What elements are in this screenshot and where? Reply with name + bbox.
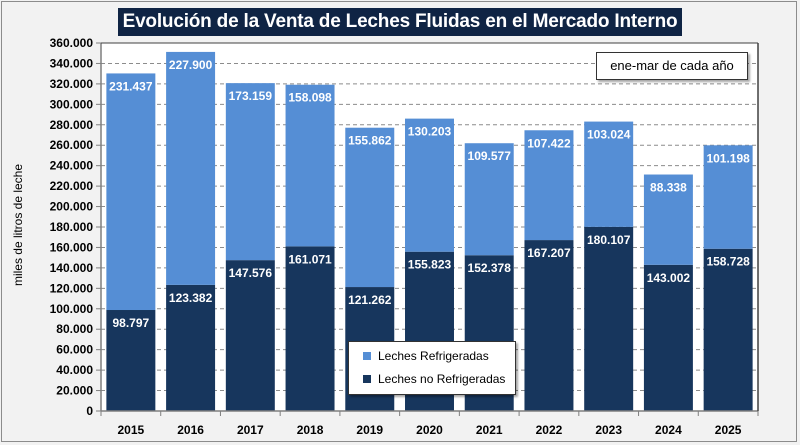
y-tick-label: 180.000 <box>50 220 94 234</box>
data-label: 103.024 <box>587 128 631 142</box>
y-tick-label: 280.000 <box>50 118 94 132</box>
bar-segment-refrigeradas <box>225 83 275 261</box>
legend-item-refrigeradas: Leches Refrigeradas <box>363 349 489 363</box>
x-tick-label: 2024 <box>655 423 682 437</box>
x-tick-label: 2023 <box>595 423 622 437</box>
y-tick-label: 0 <box>86 404 93 418</box>
bar-segment-refrigeradas <box>524 130 574 241</box>
data-label: 180.107 <box>587 233 631 247</box>
x-tick-label: 2015 <box>118 423 145 437</box>
y-tick-label: 60.000 <box>56 343 93 357</box>
bar-segment-no-refrigeradas <box>285 246 335 411</box>
bar-segment-no-refrigeradas <box>643 264 693 411</box>
data-label: 155.823 <box>408 258 452 272</box>
x-tick-label: 2022 <box>536 423 563 437</box>
x-tick-label: 2025 <box>715 423 742 437</box>
data-label: 143.002 <box>647 271 691 285</box>
bar-segment-no-refrigeradas <box>703 248 753 411</box>
data-label: 158.098 <box>288 91 332 105</box>
bar-segment-refrigeradas <box>584 121 634 227</box>
data-label: 107.422 <box>527 136 571 150</box>
bar-segment-refrigeradas <box>703 145 753 249</box>
x-tick-label: 2020 <box>416 423 443 437</box>
bar-segment-refrigeradas <box>345 127 395 288</box>
chart-legend: Leches Refrigeradas Leches no Refrigerad… <box>348 341 516 395</box>
data-label: 130.203 <box>408 125 452 139</box>
data-label: 161.071 <box>288 252 332 266</box>
bar-segment-refrigeradas <box>106 73 156 311</box>
data-label: 147.576 <box>229 266 273 280</box>
x-tick-label: 2019 <box>356 423 383 437</box>
x-tick-label: 2017 <box>237 423 264 437</box>
bar-segment-refrigeradas <box>405 118 454 252</box>
legend-item-no-refrigeradas: Leches no Refrigeradas <box>363 372 505 386</box>
bar-segment-refrigeradas <box>285 84 335 247</box>
y-tick-label: 260.000 <box>50 138 94 152</box>
bar-segment-refrigeradas <box>464 143 514 256</box>
data-label: 152.378 <box>468 261 512 275</box>
legend-swatch-refrigeradas <box>363 352 371 360</box>
data-label: 88.338 <box>650 181 687 195</box>
y-tick-label: 360.000 <box>50 36 94 50</box>
bar-segment-no-refrigeradas <box>524 240 574 411</box>
legend-swatch-no-refrigeradas <box>363 375 371 383</box>
y-tick-label: 40.000 <box>56 363 93 377</box>
y-tick-label: 300.000 <box>50 97 94 111</box>
y-tick-label: 100.000 <box>50 302 94 316</box>
y-tick-label: 240.000 <box>50 159 94 173</box>
data-label: 167.207 <box>527 246 571 260</box>
y-tick-label: 140.000 <box>50 261 94 275</box>
y-tick-label: 120.000 <box>50 281 94 295</box>
chart-title: Evolución de la Venta de Leches Fluidas … <box>118 8 682 36</box>
y-tick-label: 80.000 <box>56 322 93 336</box>
legend-label-no-refrigeradas: Leches no Refrigeradas <box>378 372 506 386</box>
x-tick-label: 2018 <box>297 423 324 437</box>
data-label: 101.198 <box>706 151 750 165</box>
data-label: 109.577 <box>468 149 512 163</box>
bar-segment-no-refrigeradas <box>584 226 634 411</box>
y-tick-label: 160.000 <box>50 240 94 254</box>
bar-segment-refrigeradas <box>166 51 216 285</box>
bar-segment-no-refrigeradas <box>225 260 275 411</box>
data-label: 231.437 <box>109 79 153 93</box>
y-tick-label: 200.000 <box>50 200 94 214</box>
y-tick-label: 320.000 <box>50 77 94 91</box>
data-label: 227.900 <box>169 58 213 72</box>
data-label: 158.728 <box>706 255 750 269</box>
period-annotation: ene-mar de cada año <box>596 52 748 80</box>
bar-segment-no-refrigeradas <box>106 310 156 411</box>
bar-segment-refrigeradas <box>643 174 693 265</box>
data-label: 98.797 <box>113 316 150 330</box>
y-tick-label: 340.000 <box>50 56 94 70</box>
y-tick-label: 220.000 <box>50 179 94 193</box>
data-label: 173.159 <box>229 89 273 103</box>
legend-label-refrigeradas: Leches Refrigeradas <box>378 349 489 363</box>
data-label: 123.382 <box>169 291 213 305</box>
x-tick-label: 2016 <box>177 423 204 437</box>
x-tick-label: 2021 <box>476 423 503 437</box>
data-label: 121.262 <box>348 293 392 307</box>
y-tick-label: 20.000 <box>56 384 93 398</box>
bar-segment-no-refrigeradas <box>166 284 216 411</box>
data-label: 155.862 <box>348 134 392 148</box>
